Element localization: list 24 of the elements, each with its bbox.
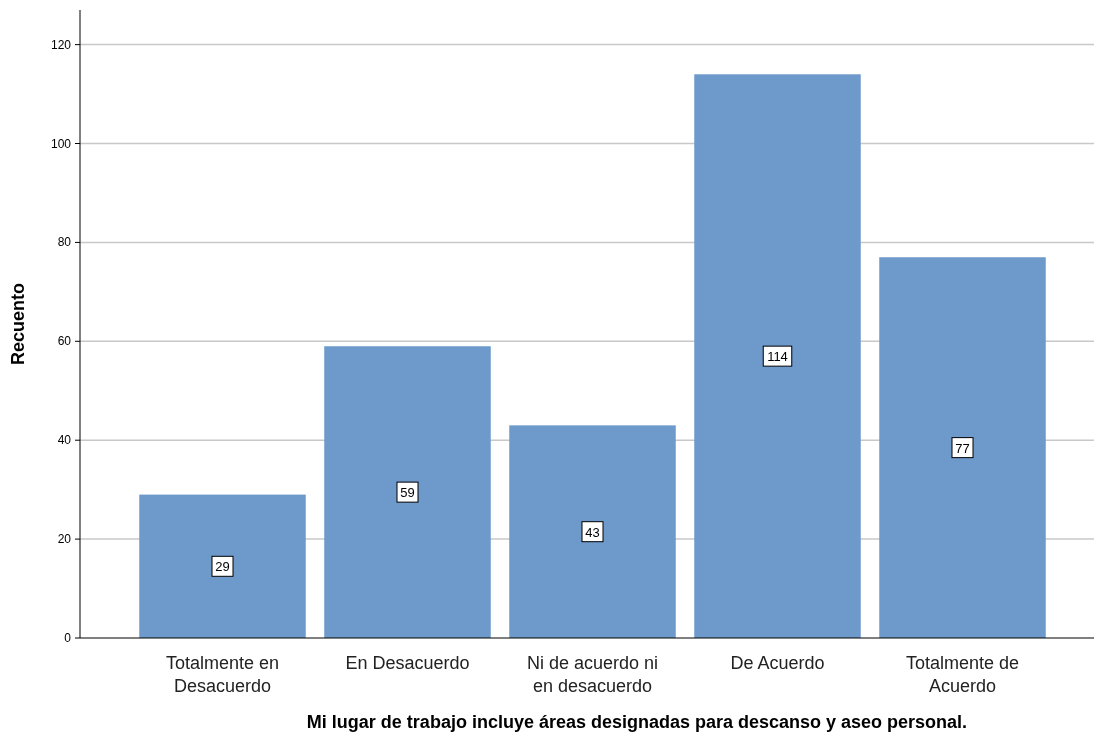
data-label: 77 [955, 440, 970, 456]
bar [139, 494, 306, 638]
data-label: 29 [215, 559, 230, 575]
y-tick-label: 80 [57, 235, 72, 250]
x-tick-label: De Acuerdo [730, 653, 825, 673]
x-tick-label: Totalmente en Desacuerdo [165, 653, 280, 696]
bar [324, 346, 491, 638]
bar [694, 74, 861, 638]
y-tick-label: 120 [50, 37, 72, 52]
y-tick-label: 100 [50, 136, 72, 151]
bar [879, 257, 1046, 638]
y-tick-label: 40 [57, 433, 72, 448]
x-tick-label: Ni de acuerdo ni en desacuerdo [526, 653, 659, 696]
bar [509, 425, 676, 638]
y-tick-label: 0 [64, 631, 72, 645]
y-tick-label: 60 [57, 334, 72, 349]
data-label: 43 [585, 524, 600, 540]
y-axis-title: Recuento [8, 282, 28, 366]
x-tick-label: Totalmente de Acuerdo [905, 653, 1020, 696]
data-label: 114 [767, 349, 788, 365]
y-tick-label: 20 [57, 532, 72, 547]
x-tick-label: En Desacuerdo [345, 653, 470, 673]
data-label: 59 [400, 485, 415, 501]
x-axis-title: Mi lugar de trabajo incluye áreas designadas para descanso y aseo personal. [306, 712, 968, 732]
